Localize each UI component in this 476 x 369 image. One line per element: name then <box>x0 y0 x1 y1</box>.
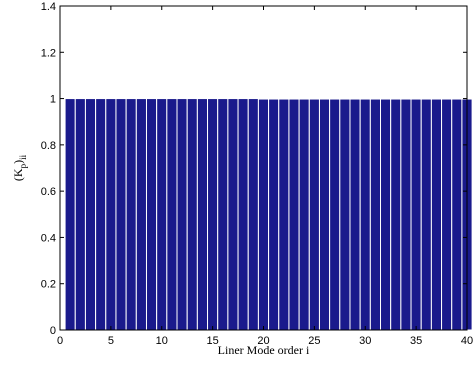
bar-10 <box>156 98 168 331</box>
bar-24 <box>298 98 310 331</box>
x-tick-label-20: 20 <box>257 335 269 347</box>
bar-7 <box>125 98 137 331</box>
bar-18 <box>237 98 249 331</box>
bar-23 <box>288 98 300 331</box>
bar-32 <box>380 98 392 331</box>
bar-22 <box>278 98 290 331</box>
y-tick-label-1.4: 1.4 <box>41 1 56 13</box>
y-tick-label-0.4: 0.4 <box>41 232 56 244</box>
bar-19 <box>247 98 259 331</box>
bar-20 <box>257 98 270 331</box>
x-tick-label-40: 40 <box>461 335 473 347</box>
y-axis-label: (Kp)ii <box>11 154 28 181</box>
bar-15 <box>207 98 219 331</box>
bar-4 <box>95 98 107 331</box>
x-tick-label-25: 25 <box>308 335 320 347</box>
x-tick-label-15: 15 <box>207 335 219 347</box>
y-tick-label-0.8: 0.8 <box>41 140 56 152</box>
bar-31 <box>369 98 382 331</box>
bar-16 <box>217 98 229 331</box>
y-tick-label-1.2: 1.2 <box>41 47 56 59</box>
y-axis-label-close: ) <box>11 160 25 164</box>
axis-ticks <box>59 5 468 331</box>
bar-29 <box>349 98 361 331</box>
bar-28 <box>339 98 351 331</box>
y-axis-label-main: (K <box>11 168 25 181</box>
bar-8 <box>135 98 147 331</box>
x-tick-label-5: 5 <box>108 335 114 347</box>
y-axis-label-sub2: ii <box>18 154 28 160</box>
y-tick-label-0.2: 0.2 <box>41 279 56 291</box>
bars-group <box>64 98 473 331</box>
bar-39 <box>451 98 463 331</box>
bar-37 <box>430 98 443 331</box>
y-axis-label-sub1: p <box>18 163 28 168</box>
bar-13 <box>186 98 198 331</box>
bar-34 <box>400 98 412 331</box>
x-tick-label-0: 0 <box>57 335 63 347</box>
bar-26 <box>318 98 331 331</box>
bar-5 <box>105 98 117 331</box>
bar-14 <box>196 98 209 331</box>
x-tick-label-10: 10 <box>156 335 168 347</box>
axis-tick-labels: 0 5 10 15 20 25 30 35 40 0 0.2 0.4 0.6 0.8 1 1.2 1.4 <box>41 1 473 347</box>
y-tick-label-0: 0 <box>50 325 56 337</box>
bar-17 <box>227 98 239 331</box>
bar-36 <box>420 98 432 331</box>
x-tick-label-30: 30 <box>359 335 371 347</box>
bar-27 <box>329 98 341 331</box>
bar-35 <box>410 98 422 331</box>
y-tick-label-1: 1 <box>50 94 56 106</box>
bar-25 <box>308 98 320 331</box>
bar-30 <box>359 98 371 331</box>
bar-38 <box>441 98 453 331</box>
bar-21 <box>268 98 280 331</box>
bar-6 <box>115 98 127 331</box>
bar-11 <box>166 98 178 331</box>
bar-3 <box>84 98 97 331</box>
x-axis-label: Liner Mode order i <box>218 343 310 357</box>
y-tick-label-0.6: 0.6 <box>41 186 56 198</box>
x-tick-label-35: 35 <box>410 335 422 347</box>
bar-33 <box>390 98 402 331</box>
bar-1 <box>64 98 76 331</box>
bar-2 <box>74 98 86 331</box>
bar-12 <box>176 98 188 331</box>
bar-9 <box>145 98 158 331</box>
